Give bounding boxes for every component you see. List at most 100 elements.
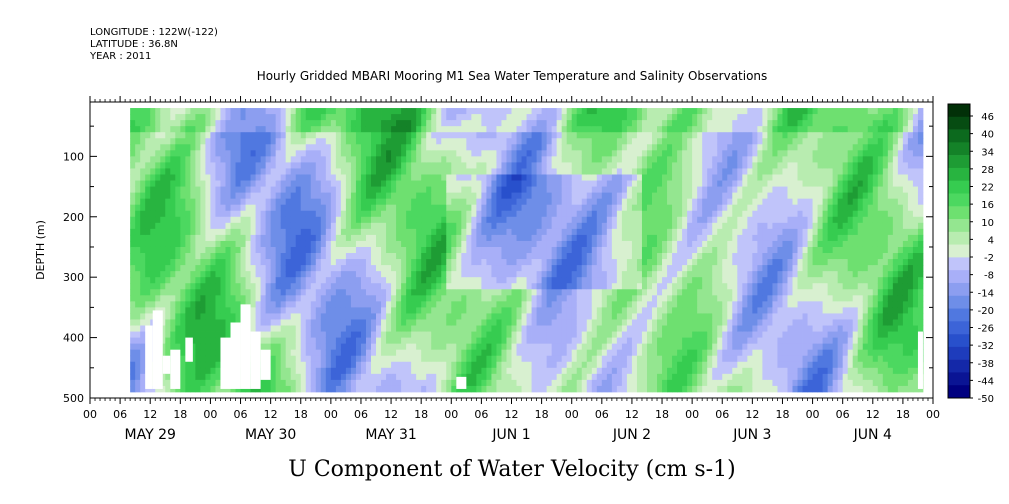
heatmap-cell: [275, 319, 282, 326]
heatmap-cell: [436, 234, 442, 242]
heatmap-cell: [521, 271, 527, 278]
heatmap-cell: [360, 295, 367, 302]
heatmap-cell: [160, 343, 166, 351]
heatmap-cell: [436, 355, 442, 363]
heatmap-cell: [340, 126, 347, 133]
heatmap-cell: [461, 331, 467, 338]
heatmap-cell: [506, 337, 512, 345]
heatmap-cell: [185, 150, 191, 157]
heatmap-cell: [270, 108, 277, 115]
heatmap-cell: [621, 367, 628, 375]
heatmap-cell: [411, 120, 417, 127]
heatmap-cell: [165, 204, 171, 212]
heatmap-cell: [200, 277, 206, 284]
heatmap-cell: [491, 295, 497, 302]
heatmap-cell: [210, 150, 216, 157]
heatmap-cell: [536, 234, 543, 242]
heatmap-cell: [401, 228, 407, 236]
heatmap-cell: [386, 222, 392, 230]
heatmap-cell: [260, 150, 267, 157]
heatmap-cell: [641, 204, 648, 212]
heatmap-cell: [511, 222, 517, 230]
heatmap-cell: [436, 367, 442, 375]
heatmap-cell: [501, 301, 507, 308]
heatmap-cell: [636, 271, 643, 278]
heatmap-cell: [330, 234, 337, 242]
heatmap-cell: [310, 265, 317, 272]
heatmap-cell: [376, 132, 382, 139]
heatmap-cell: [365, 228, 372, 236]
heatmap-cell: [596, 192, 603, 200]
heatmap-cell: [265, 228, 272, 236]
heatmap-cell: [295, 259, 302, 266]
heatmap-cell: [360, 373, 367, 381]
heatmap-cell: [210, 277, 216, 284]
heatmap-cell: [461, 349, 467, 357]
heatmap-cell: [516, 210, 522, 218]
heatmap-cell: [641, 246, 648, 254]
heatmap-cell: [601, 325, 608, 332]
heatmap-cell: [456, 216, 462, 224]
heatmap-cell: [646, 204, 653, 212]
heatmap-cell: [531, 132, 537, 139]
heatmap-cell: [330, 343, 337, 351]
heatmap-cell: [541, 108, 548, 115]
heatmap-cell: [426, 180, 432, 187]
heatmap-cell: [586, 180, 593, 187]
heatmap-cell: [506, 295, 512, 302]
heatmap-cell: [140, 283, 146, 290]
heatmap-cell: [586, 168, 593, 175]
heatmap-cell: [155, 289, 161, 296]
heatmap-cell: [310, 259, 317, 266]
heatmap-cell: [516, 301, 522, 308]
heatmap-cell: [210, 271, 216, 278]
heatmap-cell: [320, 295, 327, 302]
heatmap-cell: [631, 234, 638, 242]
heatmap-cell: [551, 289, 558, 296]
heatmap-cell: [175, 138, 181, 145]
heatmap-cell: [576, 337, 583, 345]
heatmap-cell: [531, 349, 537, 357]
heatmap-cell: [641, 361, 648, 369]
heatmap-cell: [145, 307, 151, 314]
heatmap-cell: [596, 265, 603, 272]
heatmap-cell: [345, 385, 352, 393]
heatmap-cell: [652, 343, 658, 351]
heatmap-cell: [416, 265, 422, 272]
heatmap-cell: [330, 150, 337, 157]
heatmap-cell: [381, 331, 387, 338]
heatmap-cell: [481, 367, 487, 375]
heatmap-cell: [416, 307, 422, 314]
heatmap-cell: [155, 277, 161, 284]
heatmap-cell: [260, 108, 267, 115]
heatmap-cell: [652, 216, 658, 224]
heatmap-cell: [541, 246, 548, 254]
heatmap-cell: [190, 373, 196, 381]
heatmap-cell: [150, 120, 156, 127]
heatmap-cell: [290, 361, 297, 369]
heatmap-cell: [195, 108, 201, 115]
heatmap-cell: [576, 325, 583, 332]
heatmap-cell: [210, 331, 216, 338]
heatmap-cell: [391, 289, 397, 296]
heatmap-cell: [330, 253, 337, 260]
heatmap-cell: [250, 180, 256, 187]
heatmap-cell: [140, 331, 146, 338]
heatmap-cell: [446, 114, 452, 121]
heatmap-cell: [421, 174, 427, 181]
heatmap-cell: [641, 162, 648, 169]
heatmap-cell: [581, 265, 588, 272]
heatmap-cell: [521, 168, 527, 175]
heatmap-cell: [471, 355, 477, 363]
heatmap-cell: [536, 120, 543, 127]
heatmap-cell: [360, 126, 367, 133]
heatmap-cell: [486, 186, 492, 194]
heatmap-cell: [416, 144, 422, 151]
heatmap-cell: [340, 132, 347, 139]
heatmap-cell: [335, 331, 342, 338]
heatmap-cell: [657, 126, 663, 133]
heatmap-cell: [466, 222, 472, 230]
heatmap-cell: [305, 271, 312, 278]
heatmap-cell: [631, 259, 638, 266]
heatmap-cell: [446, 289, 452, 296]
